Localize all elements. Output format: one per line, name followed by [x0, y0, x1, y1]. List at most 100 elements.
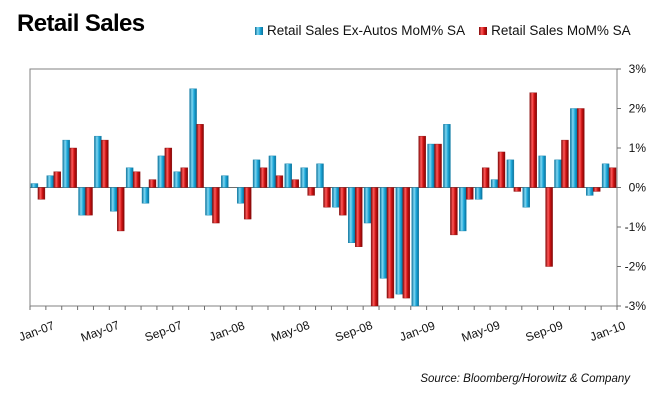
bar-ex-autos [268, 155, 277, 188]
bar-ex-autos [332, 187, 340, 208]
legend: Retail Sales Ex-Autos MoM% SA Retail Sal… [255, 23, 631, 38]
y-tick-label: -1% [625, 220, 647, 234]
x-tick-label: Jan-09 [398, 318, 438, 344]
bar-ex-autos [411, 187, 419, 307]
bar-ex-autos [554, 159, 562, 188]
bar-ex-autos [205, 187, 213, 216]
bar-ex-autos [570, 108, 578, 188]
bar-retail-sales [434, 143, 442, 188]
x-tick-label: Sep-07 [143, 318, 184, 345]
bar-ex-autos [78, 187, 86, 216]
bar-retail-sales [466, 187, 474, 200]
bar-retail-sales [53, 171, 61, 188]
bar-retail-sales [291, 179, 299, 188]
bar-retail-sales [132, 171, 141, 188]
bar-retail-sales [577, 108, 585, 188]
bar-retail-sales [497, 151, 506, 188]
bar-retail-sales [402, 187, 411, 299]
x-tick-label: Sep-08 [333, 318, 374, 345]
x-tick-label: Jan-10 [588, 318, 628, 344]
y-tick-label: 0% [629, 181, 647, 195]
x-tick-label: May-07 [79, 318, 122, 345]
bar-ex-autos [300, 167, 308, 188]
bar-ex-autos [506, 159, 515, 188]
bar-retail-sales [355, 187, 363, 247]
bar-ex-autos [46, 175, 54, 188]
x-tick-label: Jan-07 [17, 318, 57, 344]
bar-retail-sales [450, 187, 458, 236]
bar-ex-autos [125, 167, 134, 188]
bar-ex-autos [189, 88, 197, 188]
bar-retail-sales [148, 179, 157, 188]
bar-ex-autos [348, 187, 356, 243]
bar-retail-sales [545, 187, 553, 267]
bar-ex-autos [94, 135, 102, 188]
chart-title: Retail Sales [17, 10, 145, 37]
bar-retail-sales [196, 124, 204, 188]
bar-ex-autos [490, 179, 499, 188]
bar-ex-autos [395, 187, 404, 295]
bar-ex-autos [141, 187, 150, 204]
legend-swatch-retail-sales [479, 26, 488, 35]
y-tick-label: -3% [625, 299, 647, 313]
bar-ex-autos [363, 187, 372, 224]
bar-retail-sales [386, 187, 395, 299]
bar-ex-autos [30, 183, 39, 188]
bar-retail-sales [180, 167, 188, 188]
bar-ex-autos [522, 187, 530, 208]
legend-label-retail-sales: Retail Sales MoM% SA [491, 23, 631, 38]
bar-retail-sales [69, 147, 77, 188]
bar-retail-sales [164, 147, 173, 188]
bar-ex-autos [110, 187, 118, 212]
bar-retail-sales [117, 187, 125, 232]
x-tick-label: Jan-08 [207, 318, 247, 344]
source-note: Source: Bloomberg/Horowitz & Company [420, 373, 630, 385]
legend-item-ex-autos: Retail Sales Ex-Autos MoM% SA [255, 23, 465, 38]
legend-swatch-ex-autos [255, 26, 263, 35]
y-tick-label: 2% [629, 102, 647, 116]
x-tick-label: May-09 [460, 318, 503, 345]
bar-retail-sales [418, 135, 426, 188]
bar-retail-sales [243, 187, 252, 220]
bar-ex-autos [474, 187, 483, 200]
bar-ex-autos [221, 175, 229, 188]
bar-retail-sales [37, 187, 46, 200]
bar-retail-sales [85, 187, 93, 216]
bar-ex-autos [538, 155, 546, 188]
bar-retail-sales [307, 187, 315, 196]
bar-retail-sales [275, 175, 284, 188]
bar-ex-autos [459, 187, 467, 232]
y-tick-label: 3% [629, 62, 647, 76]
bar-retail-sales [101, 139, 109, 188]
bar-ex-autos [62, 139, 70, 188]
legend-item-retail-sales: Retail Sales MoM% SA [479, 23, 631, 38]
bar-retail-sales [339, 187, 347, 216]
bar-ex-autos [157, 155, 166, 188]
bar-ex-autos [236, 187, 245, 204]
bar-ex-autos [252, 159, 261, 188]
bar-retail-sales [323, 187, 331, 208]
y-tick-label: -2% [625, 260, 647, 274]
bar-retail-sales [370, 187, 379, 307]
bar-retail-sales [593, 187, 601, 192]
bar-retail-sales [481, 167, 490, 188]
bar-retail-sales [212, 187, 220, 224]
bar-retail-sales [529, 92, 537, 188]
bar-ex-autos [586, 187, 594, 196]
bar-ex-autos [173, 171, 181, 188]
bar-retail-sales [513, 187, 522, 192]
bar-ex-autos [427, 143, 435, 188]
bar-ex-autos [316, 163, 324, 188]
bar-retail-sales [259, 167, 268, 188]
bar-ex-autos [443, 124, 451, 188]
legend-label-ex-autos: Retail Sales Ex-Autos MoM% SA [267, 23, 466, 38]
bar-retail-sales [608, 167, 617, 188]
y-tick-label: 1% [629, 141, 647, 155]
bar-ex-autos [601, 163, 610, 188]
x-tick-label: Sep-09 [524, 318, 565, 345]
x-tick-label: May-08 [269, 318, 312, 345]
bar-ex-autos [379, 187, 388, 279]
bar-retail-sales [561, 139, 569, 188]
